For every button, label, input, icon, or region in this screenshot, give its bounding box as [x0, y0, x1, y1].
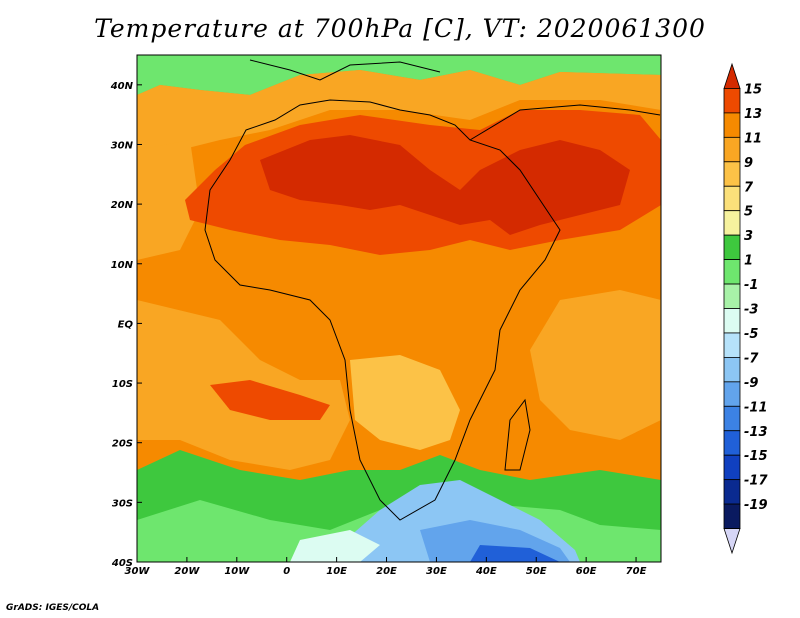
colorbar-swatch: [723, 161, 741, 187]
lat-axis: 40N 30N 20N 10N EQ 10S 20S 30S 40S: [110, 81, 142, 569]
colorbar-swatch: [723, 430, 741, 456]
map-frame: [136, 54, 662, 563]
field-indian-ocean: [530, 290, 661, 440]
colorbar-swatch: [723, 136, 741, 163]
field-north-orange: [137, 70, 661, 160]
lat-tick-label: 10S: [112, 379, 133, 390]
lat-tick-label: 10N: [111, 260, 134, 271]
asia-outline: [469, 104, 661, 141]
colorbar-swatch: [723, 112, 741, 138]
colorbar-swatch: [723, 283, 741, 309]
colorbar-bottom-triangle: [723, 528, 741, 555]
lon-tick-label: 70E: [626, 566, 647, 577]
lat-tick-label: 30S: [112, 498, 133, 509]
colorbar-top-triangle: [723, 62, 741, 89]
field-south-warm: [210, 380, 330, 420]
colorbar-label: 1: [744, 254, 753, 269]
lon-tick-label: 10W: [224, 566, 250, 577]
lon-tick-label: 30W: [125, 566, 151, 577]
colorbar-swatch: [723, 210, 741, 236]
colorbar-swatch: [723, 405, 741, 432]
colorbar-swatch: [723, 308, 741, 334]
colorbar-label: -7: [744, 351, 759, 366]
lon-tick-label: 60E: [576, 566, 597, 577]
colorbar-label: 5: [744, 205, 753, 220]
lon-axis: 30W 20W 10W 0 10E 20E 30E 40E 50E 60E 70E: [125, 557, 647, 577]
field-south-africa-interior: [350, 355, 460, 450]
colorbar-swatch: [723, 185, 741, 212]
lon-tick-label: 50E: [526, 566, 547, 577]
colorbar-swatch: [723, 259, 741, 285]
lon-tick-label: 20W: [174, 566, 200, 577]
colorbar-label: 11: [744, 131, 762, 146]
africa-outline: [204, 99, 561, 521]
field-hot-core: [260, 135, 630, 235]
colorbar-swatch: [723, 332, 741, 358]
colorbar-label: 15: [744, 82, 762, 97]
colorbar-label: -5: [744, 327, 758, 342]
colorbar-swatch: [723, 88, 741, 114]
lat-tick-label: 20N: [111, 200, 134, 211]
colorbar-swatch: [723, 503, 741, 529]
colorbar-swatch: [723, 454, 741, 481]
colorbar-swatch: [723, 381, 741, 407]
colorbar-label: -19: [744, 498, 768, 513]
madagascar-outline: [504, 398, 531, 471]
colorbar-label: -1: [744, 278, 758, 293]
lon-tick-label: 0: [283, 566, 290, 577]
lon-tick-label: 10E: [326, 566, 347, 577]
colorbar: 15 13 11 9 7 5 3 1 -1 -3 -5 -7 -9 -11 -13 -15 -17 -19: [723, 62, 768, 555]
europe-outline: [249, 59, 441, 81]
field-coldest-blue: [470, 545, 560, 562]
lat-tick-label: 40S: [111, 558, 133, 569]
temperature-field: [137, 55, 661, 562]
colorbar-label: -3: [744, 303, 758, 318]
colorbar-label: 3: [744, 229, 753, 244]
lon-tick-label: 30E: [426, 566, 447, 577]
lat-tick-label: 40N: [110, 81, 134, 92]
colorbar-label: 9: [744, 156, 753, 171]
lon-tick-label: 40E: [475, 566, 497, 577]
map-title: Temperature at 700hPa [C], VT: 202006130…: [94, 14, 706, 43]
lat-tick-label: EQ: [118, 319, 134, 330]
colorbar-label: -17: [744, 474, 768, 489]
colorbar-label: -13: [744, 425, 768, 440]
colorbar-swatch: [723, 356, 741, 383]
field-pale-band: [290, 530, 380, 562]
colorbar-label: -9: [744, 376, 758, 391]
colorbar-label: 7: [744, 180, 754, 195]
footer-credit: GrADS: IGES/COLA: [6, 603, 100, 613]
colorbar-label: -15: [744, 449, 768, 464]
colorbar-label: 13: [744, 107, 762, 122]
colorbar-swatch: [723, 479, 741, 505]
colorbar-swatch: [723, 234, 741, 260]
lat-tick-label: 30N: [111, 140, 134, 151]
lat-tick-label: 20S: [112, 439, 133, 450]
field-atlantic-light: [137, 140, 200, 260]
colorbar-label: -11: [744, 400, 768, 415]
lon-tick-label: 20E: [376, 566, 397, 577]
